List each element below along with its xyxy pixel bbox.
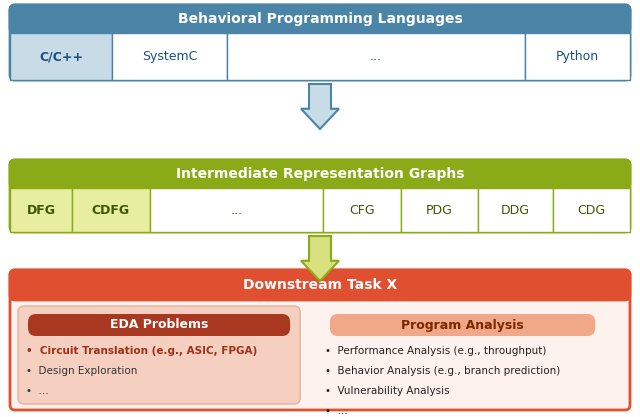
Text: •  Vulnerability Analysis: • Vulnerability Analysis: [325, 386, 450, 396]
FancyBboxPatch shape: [18, 306, 300, 404]
Bar: [401, 188, 478, 232]
Bar: [323, 188, 401, 232]
Polygon shape: [301, 84, 339, 129]
Bar: [10, 33, 112, 80]
Bar: [10, 285, 630, 300]
FancyBboxPatch shape: [10, 160, 630, 232]
Bar: [10, 174, 630, 188]
Bar: [10, 19, 630, 33]
Text: PDG: PDG: [426, 203, 452, 216]
Text: •  Performance Analysis (e.g., throughput): • Performance Analysis (e.g., throughput…: [325, 346, 547, 356]
Text: •  ...: • ...: [325, 406, 348, 416]
Text: ...: ...: [230, 203, 243, 216]
FancyBboxPatch shape: [10, 270, 630, 300]
Text: Behavioral Programming Languages: Behavioral Programming Languages: [178, 12, 462, 26]
Text: •  ...: • ...: [26, 386, 49, 396]
Bar: [478, 188, 552, 232]
Text: CFG: CFG: [349, 203, 374, 216]
Text: DFG: DFG: [26, 203, 56, 216]
Bar: [150, 188, 323, 232]
Text: Python: Python: [556, 50, 599, 63]
Text: Intermediate Representation Graphs: Intermediate Representation Graphs: [176, 167, 464, 181]
Text: Program Analysis: Program Analysis: [401, 319, 524, 332]
FancyBboxPatch shape: [10, 160, 630, 188]
Polygon shape: [301, 236, 339, 281]
Bar: [112, 33, 227, 80]
Text: CDG: CDG: [577, 203, 605, 216]
Text: EDA Problems: EDA Problems: [110, 319, 208, 332]
Bar: [10, 188, 72, 232]
Bar: [525, 33, 630, 80]
Bar: [227, 33, 525, 80]
FancyBboxPatch shape: [10, 5, 630, 80]
Text: Downstream Task X: Downstream Task X: [243, 278, 397, 292]
Bar: [552, 188, 630, 232]
FancyBboxPatch shape: [28, 314, 290, 336]
Text: •  Behavior Analysis (e.g., branch prediction): • Behavior Analysis (e.g., branch predic…: [325, 366, 560, 376]
Text: ...: ...: [370, 50, 382, 63]
Bar: [72, 188, 150, 232]
Text: •  Design Exploration: • Design Exploration: [26, 366, 138, 376]
Text: SystemC: SystemC: [142, 50, 197, 63]
FancyBboxPatch shape: [10, 270, 630, 410]
Text: C/C++: C/C++: [39, 50, 83, 63]
FancyBboxPatch shape: [10, 5, 630, 33]
FancyBboxPatch shape: [330, 314, 595, 336]
Text: •  Circuit Translation (e.g., ASIC, FPGA): • Circuit Translation (e.g., ASIC, FPGA): [26, 346, 257, 356]
Text: DDG: DDG: [501, 203, 530, 216]
Text: CDFG: CDFG: [92, 203, 130, 216]
